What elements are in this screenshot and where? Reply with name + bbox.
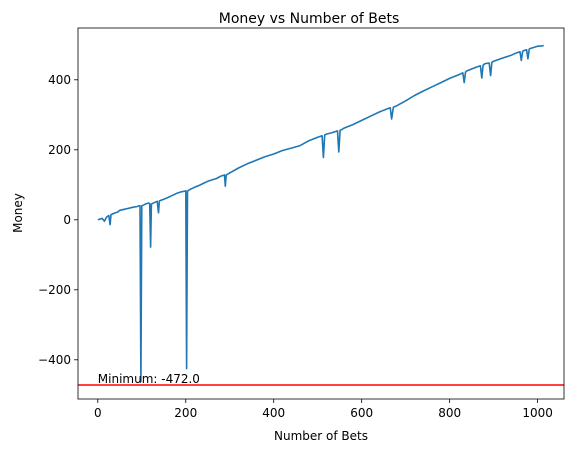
chart-title: Money vs Number of Bets bbox=[219, 11, 400, 27]
x-tick-label: 0 bbox=[94, 406, 102, 420]
x-tick-label: 600 bbox=[350, 406, 373, 420]
y-tick-label: −200 bbox=[38, 283, 71, 297]
y-tick-label: 400 bbox=[48, 73, 71, 87]
x-tick-label: 400 bbox=[262, 406, 285, 420]
series-line-0 bbox=[97, 44, 544, 383]
y-axis: −400 −200 0 200 400 bbox=[38, 73, 78, 367]
x-axis: 0 200 400 600 800 1000 bbox=[94, 399, 553, 420]
plot-frame bbox=[77, 27, 565, 400]
y-tick-label: 200 bbox=[48, 143, 71, 157]
minimum-annotation: Minimum: -472.0 bbox=[98, 372, 200, 386]
y-axis-label: Money bbox=[11, 193, 25, 233]
x-tick-label: 200 bbox=[174, 406, 197, 420]
x-axis-label: Number of Bets bbox=[274, 429, 368, 443]
y-tick-label: −400 bbox=[38, 353, 71, 367]
x-tick-label: 800 bbox=[438, 406, 461, 420]
x-tick-label: 1000 bbox=[522, 406, 553, 420]
plot-area bbox=[78, 44, 564, 386]
y-tick-label: 0 bbox=[63, 213, 71, 227]
